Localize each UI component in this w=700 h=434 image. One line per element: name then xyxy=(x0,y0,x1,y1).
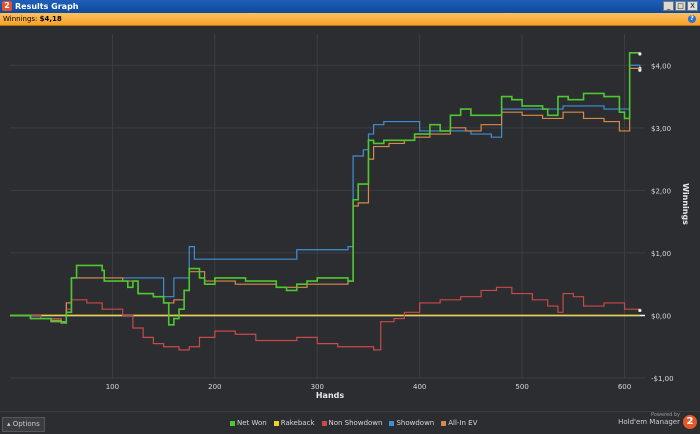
series-line-non-showdown xyxy=(10,286,641,351)
powered-by-label: Powered by xyxy=(651,412,680,418)
options-button[interactable]: ▴ Options xyxy=(2,417,45,432)
hem2-logo: 2 xyxy=(683,415,697,429)
graph-footer: ▴ Options Net Won Rakeback Non Showdown Sho… xyxy=(0,411,700,434)
series-line-showdown xyxy=(10,64,641,323)
close-button[interactable]: X xyxy=(687,1,698,11)
window-title: Results Graph xyxy=(15,2,79,11)
y-tick-label: $4,00 xyxy=(651,62,671,70)
y-tick-label: $0,00 xyxy=(651,312,671,320)
winnings-bar: Winnings: $4,18 ? xyxy=(0,13,700,26)
x-tick-label: 300 xyxy=(311,383,324,391)
x-tick-label: 400 xyxy=(413,383,426,391)
chart-grid xyxy=(10,34,645,379)
legend-label: Non Showdown xyxy=(328,419,383,427)
series-line-all-in-ev xyxy=(10,67,641,323)
legend-swatch xyxy=(389,420,395,426)
minimize-button[interactable]: _ xyxy=(663,1,674,11)
legend-item-net-won[interactable]: Net Won xyxy=(230,419,267,427)
x-axis-label: Hands xyxy=(316,391,345,400)
expand-arrow-icon: ▴ xyxy=(7,420,11,428)
maximize-button[interactable]: □ xyxy=(675,1,686,11)
y-tick-label: $2,00 xyxy=(651,187,671,195)
legend-swatch xyxy=(441,420,447,426)
legend-swatch xyxy=(230,420,235,426)
winnings-value: $4,18 xyxy=(39,15,62,23)
series-line-net-won xyxy=(10,51,641,326)
y-axis-label: Winnings xyxy=(681,183,690,225)
legend-label: Showdown xyxy=(396,419,435,427)
window-controls: _ □ X xyxy=(663,1,698,11)
x-tick-label: 200 xyxy=(208,383,221,391)
winnings-label: Winnings: xyxy=(3,15,38,23)
x-tick-label: 100 xyxy=(106,383,119,391)
chart-legend: Net Won Rakeback Non Showdown Showdown All-I… xyxy=(230,419,477,427)
legend-label: All-In EV xyxy=(448,419,478,427)
x-tick-label: 600 xyxy=(618,383,631,391)
results-chart: 100 200 300 400 500 600 $4,00 $3,00 $2,00 $1,00 $… xyxy=(0,26,700,411)
chart-series xyxy=(10,51,642,351)
series-end-marker xyxy=(638,52,642,56)
legend-swatch xyxy=(273,420,279,426)
y-tick-label: $3,00 xyxy=(651,125,671,133)
product-name: Hold'em Manager xyxy=(618,418,680,426)
title-bar: 2 Results Graph _ □ X xyxy=(0,0,700,13)
winnings-summary: Winnings: $4,18 xyxy=(3,13,62,25)
legend-item-non-showdown[interactable]: Non Showdown xyxy=(321,419,383,427)
help-icon[interactable]: ? xyxy=(688,15,696,23)
legend-swatch xyxy=(321,420,327,426)
legend-item-all-in-ev[interactable]: All-In EV xyxy=(441,419,477,427)
series-end-marker xyxy=(638,68,642,72)
legend-item-showdown[interactable]: Showdown xyxy=(389,419,434,427)
legend-item-rakeback[interactable]: Rakeback xyxy=(273,419,315,427)
series-end-marker xyxy=(638,308,642,313)
options-label: Options xyxy=(12,420,40,428)
x-axis-ticks: 100 200 300 400 500 600 xyxy=(106,383,631,391)
powered-by: Powered by Hold'em Manager xyxy=(618,412,680,427)
chart-canvas: 100 200 300 400 500 600 $4,00$3,00$2,00$1,00$… xyxy=(10,34,690,400)
y-tick-label: -$1,00 xyxy=(651,375,674,383)
x-tick-label: 500 xyxy=(515,383,528,391)
app-icon: 2 xyxy=(2,1,12,11)
legend-label: Rakeback xyxy=(280,419,315,427)
y-tick-label: $1,00 xyxy=(651,250,671,258)
y-axis-ticks: $4,00 $3,00 $2,00 $1,00 $0,00 -$1,00 xyxy=(651,62,674,383)
legend-label: Net Won xyxy=(237,419,267,427)
